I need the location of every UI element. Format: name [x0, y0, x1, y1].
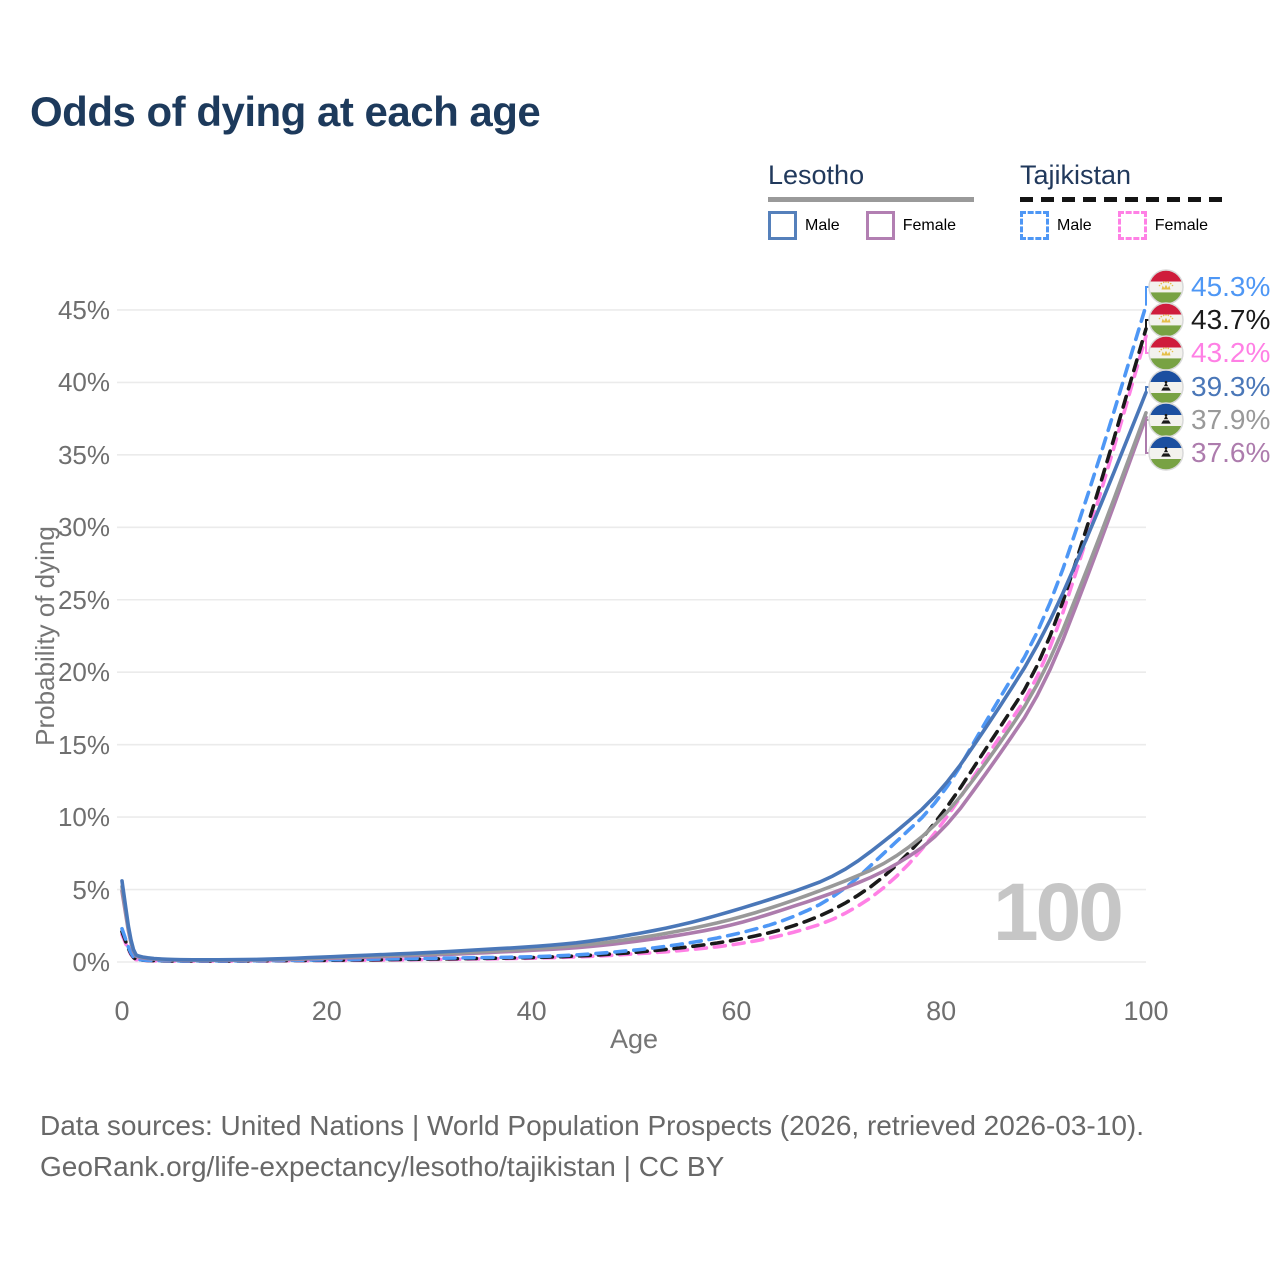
lesotho-flag-icon — [1148, 369, 1184, 405]
legend-group-tajikistan: Tajikistan Male Female — [1020, 160, 1227, 240]
legend-label: Male — [1057, 216, 1092, 234]
lesotho-male-swatch-icon — [768, 211, 797, 240]
legend-label: Female — [1154, 216, 1209, 234]
legend-item-tajikistan-male[interactable]: Male — [1020, 211, 1092, 240]
legend-item-lesotho-female[interactable]: Female — [865, 211, 957, 240]
legend-item-lesotho-male[interactable]: Male — [768, 211, 840, 240]
y-tick-label-25: 25% — [57, 584, 110, 615]
y-tick-label-0: 0% — [72, 947, 110, 977]
legend-group-lesotho: Lesotho Male Female — [768, 160, 975, 240]
y-tick-label-30: 30% — [57, 512, 110, 543]
legend-label: Female — [902, 216, 957, 234]
footer-url-license: GeoRank.org/life-expectancy/lesotho/taji… — [40, 1150, 725, 1182]
x-tick-label-0: 0 — [114, 996, 130, 1026]
x-tick-label-40: 40 — [516, 996, 547, 1026]
tajikistan-flag-icon — [1148, 302, 1184, 338]
legend-country-lesotho: Lesotho — [768, 160, 865, 190]
end-label-row-tajikistan-female: 43.2% — [1148, 335, 1270, 371]
y-tick-label-45: 45% — [57, 294, 110, 325]
end-value-label: 45.3% — [1191, 271, 1271, 302]
tajikistan-female-swatch-icon — [1117, 211, 1147, 240]
tajikistan-flag-icon — [1148, 269, 1184, 305]
legend-underline-tajikistan-dashed — [1020, 197, 1227, 202]
legend-country-tajikistan: Tajikistan — [1020, 160, 1132, 190]
x-tick-label-20: 20 — [311, 996, 342, 1026]
end-label-row-lesotho-male: 39.3% — [1148, 369, 1270, 405]
lesotho-female-swatch-icon — [865, 211, 895, 240]
series-line-tajikistan-male — [120, 303, 1148, 963]
series-line-lesotho-male — [120, 390, 1148, 962]
y-tick-label-40: 40% — [57, 367, 110, 398]
y-axis-title: Probability of dying — [30, 526, 60, 746]
end-value-label: 37.9% — [1191, 404, 1271, 435]
lesotho-flag-icon — [1148, 402, 1184, 438]
legend-item-tajikistan-female[interactable]: Female — [1117, 211, 1209, 240]
end-label-row-lesotho-female: 37.6% — [1148, 435, 1270, 471]
y-tick-label-35: 35% — [57, 439, 110, 470]
tajikistan-flag-icon — [1148, 335, 1184, 371]
age-watermark: 100 — [993, 867, 1124, 958]
page-title: Odds of dying at each age — [30, 88, 541, 135]
x-tick-label-60: 60 — [721, 996, 752, 1026]
y-tick-label-5: 5% — [72, 874, 110, 905]
end-label-row-tajikistan-both-sexes: 43.7% — [1148, 302, 1270, 338]
tajikistan-male-swatch-icon — [1020, 211, 1049, 240]
end-value-label: 39.3% — [1191, 371, 1271, 402]
legend-label: Male — [805, 216, 840, 234]
x-tick-label-100: 100 — [1123, 996, 1169, 1026]
y-tick-label-10: 10% — [57, 802, 110, 833]
end-value-label: 43.7% — [1191, 304, 1271, 335]
x-tick-label-80: 80 — [926, 996, 957, 1026]
y-tick-label-15: 15% — [57, 729, 110, 760]
legend-underline-lesotho-solid — [768, 197, 975, 202]
end-value-label: 43.2% — [1191, 337, 1271, 368]
end-value-label: 37.6% — [1191, 437, 1271, 468]
footer-data-sources: Data sources: United Nations | World Pop… — [40, 1110, 1145, 1141]
y-tick-label-20: 20% — [57, 657, 110, 688]
x-axis-title: Age — [609, 1024, 659, 1054]
end-label-row-tajikistan-male: 45.3% — [1148, 269, 1270, 305]
footer-attribution: Data sources: United Nations | World Pop… — [40, 1106, 1240, 1187]
end-label-row-lesotho-both-sexes: 37.9% — [1148, 402, 1270, 438]
lesotho-flag-icon — [1148, 435, 1184, 471]
